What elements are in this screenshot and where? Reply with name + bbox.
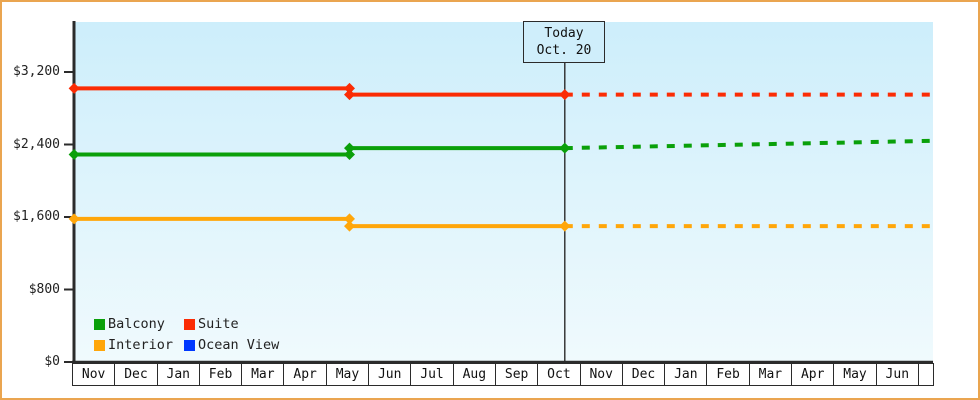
month-cell-2-jan: Jan [157, 363, 200, 385]
month-cell-18-may: May [834, 363, 877, 385]
legend-label-suite: Suite [198, 316, 239, 332]
legend-item-interior: Interior [94, 337, 184, 353]
y-tick-label-800: $800 [28, 281, 60, 297]
month-cell-7-jun: Jun [369, 363, 412, 385]
month-cell-1-dec: Dec [115, 363, 158, 385]
today-date: Oct. 20 [536, 43, 592, 58]
month-cell-3-feb: Feb [199, 363, 243, 385]
legend-label-balcony: Balcony [108, 316, 165, 332]
y-tick-label-1600: $1,600 [13, 209, 60, 224]
x-axis-month-row: Nov Dec Jan Feb Mar Apr May Jun Jul Aug Sep Oct Nov D… [72, 362, 934, 386]
legend-swatch-balcony [94, 318, 105, 330]
y-tick-label-3200: $3,200 [13, 64, 60, 79]
month-cell-15-feb: Feb [707, 363, 750, 385]
month-cell-6-may: May [326, 363, 370, 385]
legend-item-balcony: Balcony [94, 316, 184, 332]
legend-swatch-interior [94, 339, 105, 351]
legend-swatch-suite [184, 318, 195, 330]
legend-swatch-ocean-view [184, 339, 195, 351]
today-label: Today [544, 26, 584, 41]
month-cell-14-jan: Jan [665, 363, 708, 385]
month-cell-19-jun: Jun [876, 363, 919, 385]
month-cell-11-oct: Oct [538, 363, 581, 385]
legend-label-ocean-view: Ocean View [198, 337, 280, 353]
month-cell-17-apr: Apr [792, 363, 835, 385]
month-cell-10-sep: Sep [495, 363, 539, 385]
month-cell-empty-stub [918, 363, 933, 385]
y-tick-label-2400: $2,400 [13, 136, 60, 152]
month-cell-4-mar: Mar [242, 363, 285, 385]
month-cell-16-mar: Mar [749, 363, 793, 385]
month-cell-9-aug: Aug [453, 363, 496, 385]
legend-item-ocean-view: Ocean View [184, 337, 279, 353]
month-cell-0-nov: Nov [73, 363, 116, 385]
month-cell-12-nov: Nov [580, 363, 623, 385]
month-cell-5-apr: Apr [284, 363, 327, 385]
legend: Balcony Suite Interior Ocean View [94, 316, 279, 353]
month-cell-8-jul: Jul [411, 363, 454, 385]
month-cell-13-dec: Dec [622, 363, 666, 385]
legend-item-suite: Suite [184, 316, 279, 332]
y-tick-label-0: $0 [44, 354, 60, 369]
legend-label-interior: Interior [108, 337, 174, 353]
today-marker-box: Today Oct. 20 [523, 21, 605, 63]
